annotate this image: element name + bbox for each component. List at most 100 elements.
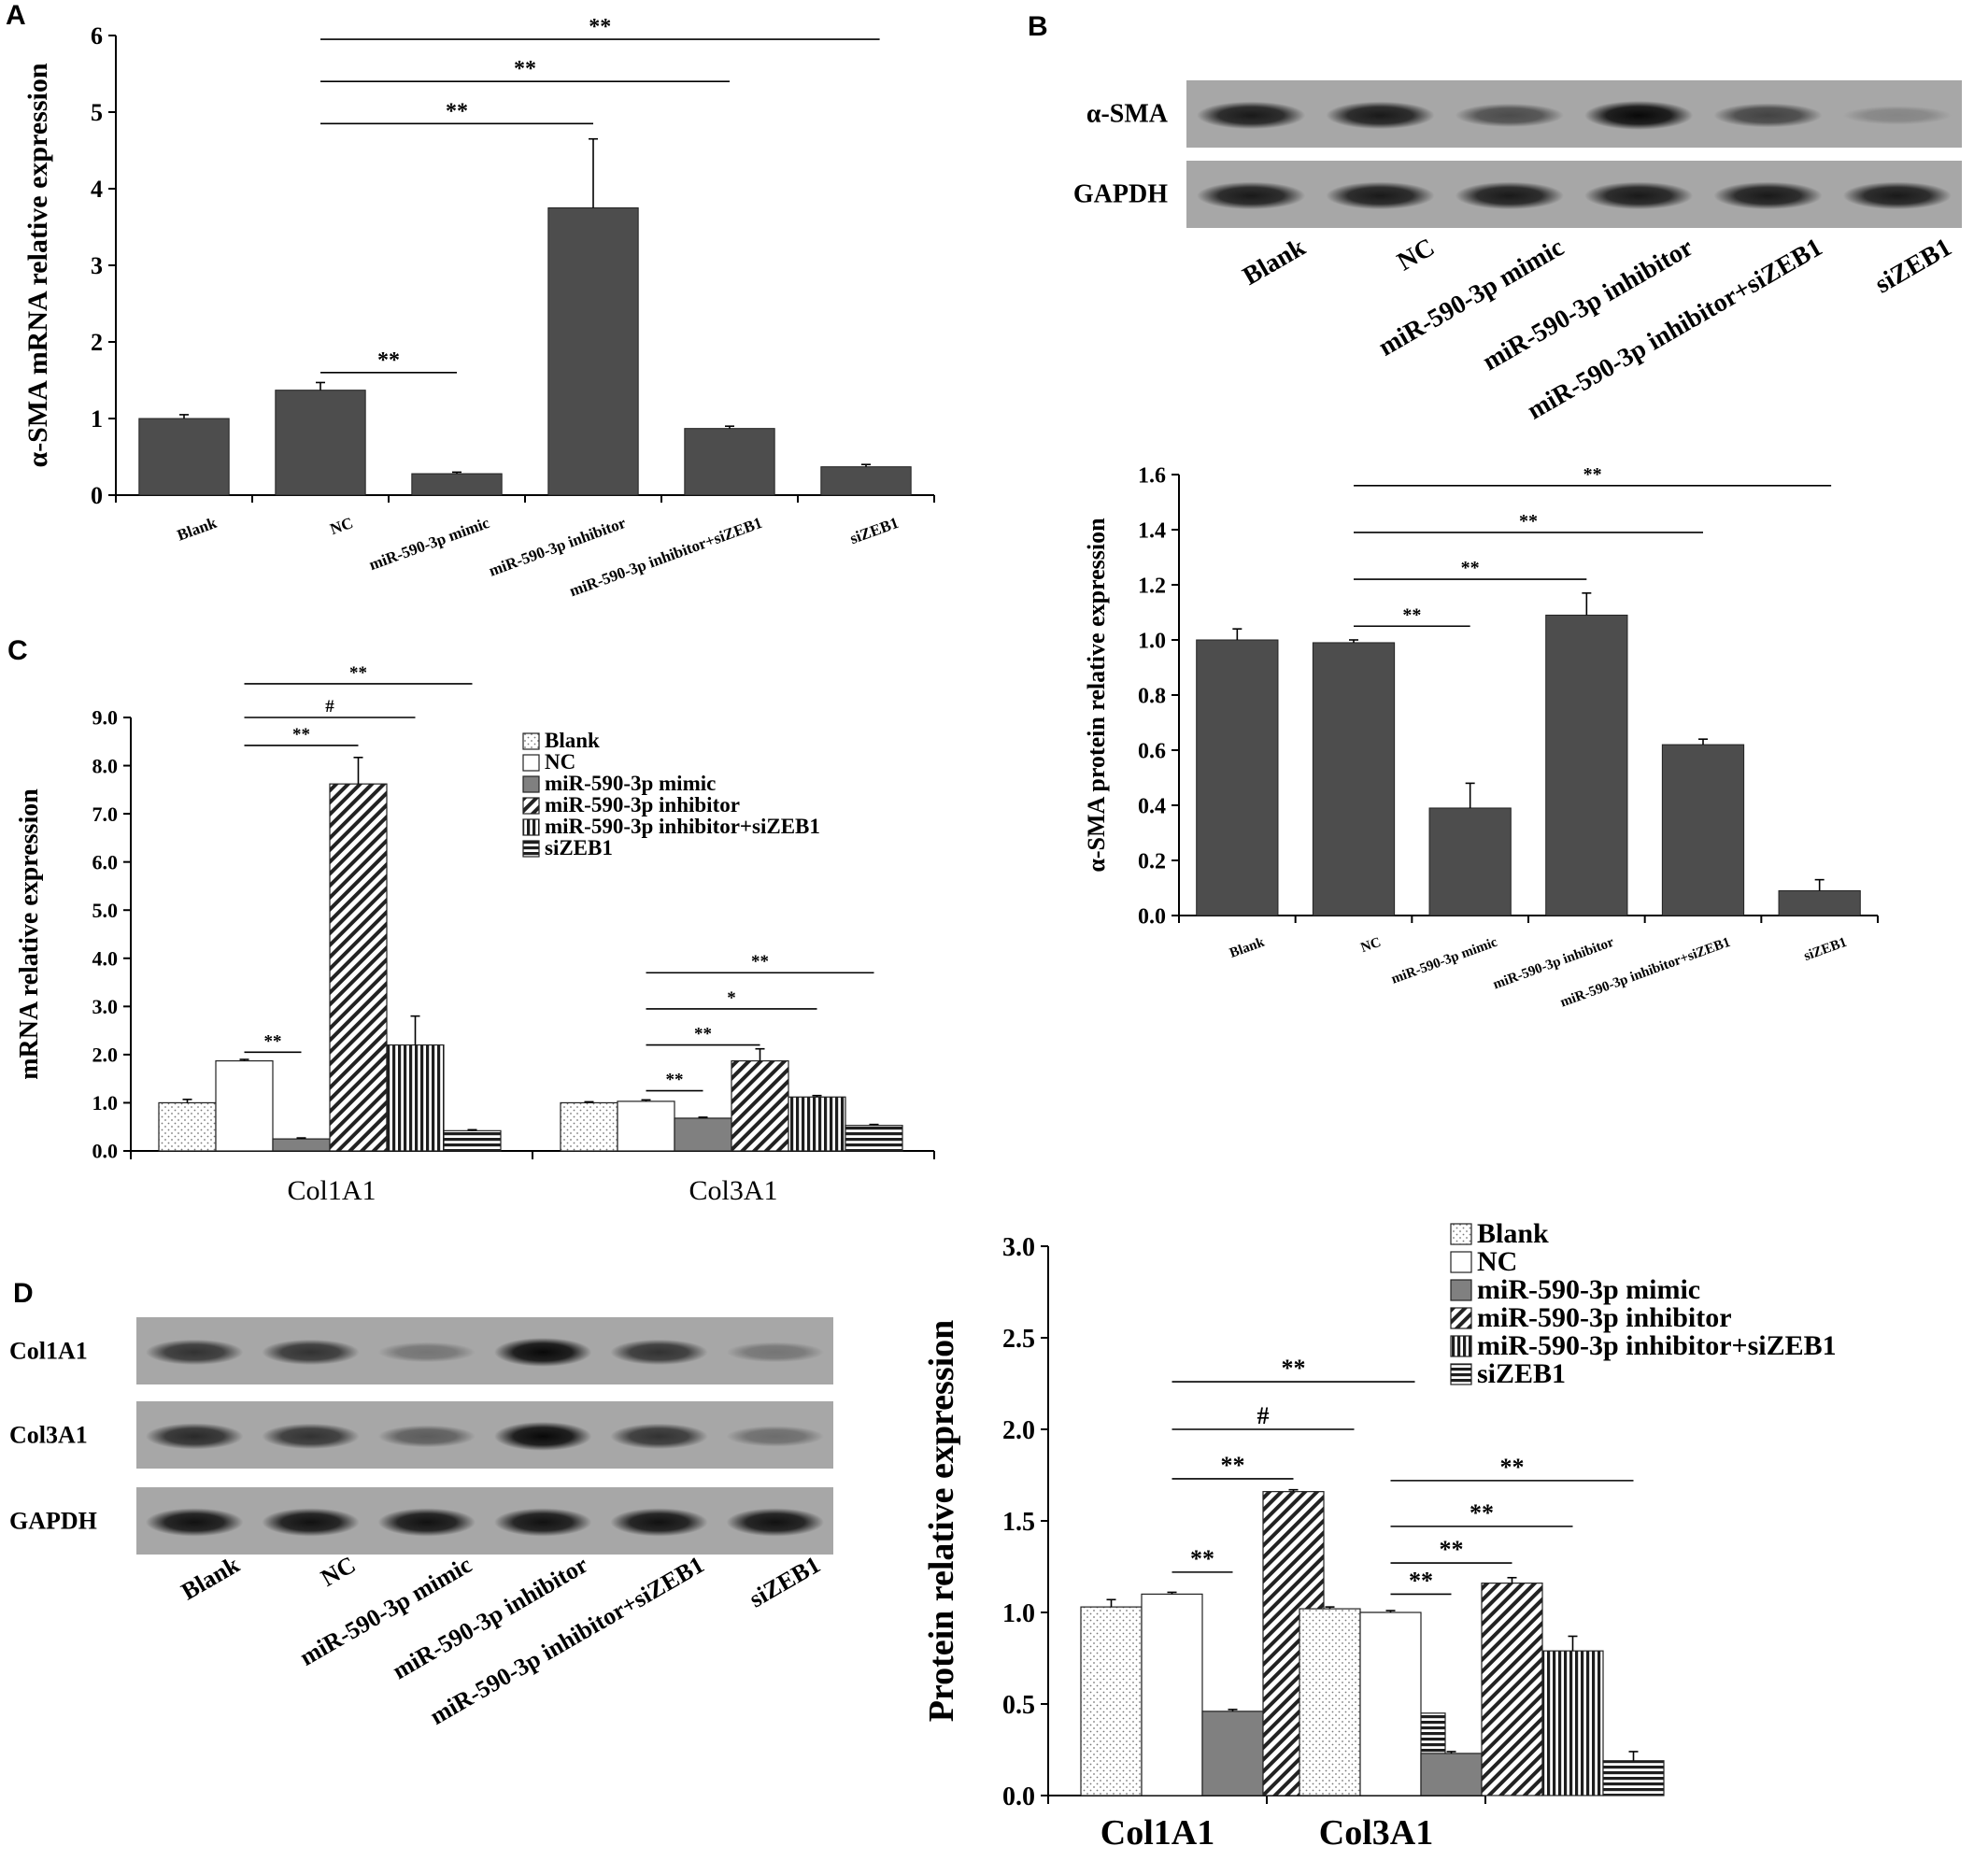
blot-row-label: GAPDH [1073,180,1168,209]
blot-lane-label: NC [1392,233,1440,277]
c-x-tick-label: Col3A1 [689,1175,777,1206]
c-legend-swatch [522,840,540,858]
c-y-tick-label: 5.0 [92,899,119,922]
c-y-tick-label: 0.0 [92,1140,119,1163]
a-sig-label: ** [514,57,536,81]
blot-band [726,1508,825,1537]
c-y-tick-label: 9.0 [92,706,119,730]
c-bar [560,1101,618,1152]
a-y-tick-label: 4 [91,176,103,203]
c-sig-label: * [727,988,736,1008]
a-x-tick-label: Blank [175,514,220,545]
d-bar [1359,1612,1422,1796]
b-bar [1778,889,1861,916]
blot-row-label: Col1A1 [9,1338,88,1365]
a-y-tick-label: 3 [91,252,103,279]
blot-lane-label: siZEB1 [1870,233,1956,299]
c-bar [674,1117,732,1152]
d-sig-label: ** [1409,1567,1433,1594]
d-legend-label: Blank [1477,1218,1549,1249]
c-sig-label: ** [694,1025,712,1044]
blot-band [262,1508,360,1537]
a-y-tick-label: 0 [91,482,103,509]
blot-band [610,1339,708,1366]
d-y-tick-label: 2.5 [1002,1325,1035,1354]
b-y-label: α-SMA protein relative expression [1083,518,1110,873]
b-y-tick-label: 0.2 [1138,849,1166,873]
blot-band [377,1508,476,1537]
c-sig-label: ** [666,1071,684,1090]
c-bar [443,1129,502,1152]
b-y-tick-label: 1.4 [1138,518,1166,543]
c-y-tick-label: 7.0 [92,802,119,826]
panel-label-c: C [7,635,28,666]
b-bar [1428,807,1512,916]
blot-band [262,1423,360,1450]
blot-band [145,1339,244,1366]
d-y-label: Protein relative expression [922,1320,961,1723]
blot-strip [136,1487,833,1555]
c-y-tick-label: 6.0 [92,850,119,873]
b-x-tick-label: Blank [1228,934,1267,960]
d-bar [1602,1760,1665,1796]
d-x-tick-label: Col1A1 [1100,1813,1214,1853]
b-sig-label: ** [1519,511,1538,532]
blot-row-label: GAPDH [9,1508,97,1535]
a-y-tick-label: 2 [91,329,103,356]
d-sig-label: ** [1221,1452,1245,1479]
d-legend-label: miR-590-3p inhibitor+siZEB1 [1477,1330,1837,1361]
b-y-tick-label: 1.6 [1138,463,1166,488]
blot-band [726,1342,825,1363]
d-legend-swatch [1450,1251,1472,1273]
d-legend-label: miR-590-3p inhibitor [1477,1302,1732,1333]
blot-band [1842,106,1952,125]
c-y-label: mRNA relative expression [15,788,44,1080]
c-legend-label: Blank [545,729,600,752]
c-sig-label: ** [349,663,367,683]
a-y-tick-label: 5 [91,99,103,126]
blot-lane-label: NC [316,1551,360,1592]
a-bar [820,466,912,496]
c-y-tick-label: 2.0 [92,1044,119,1067]
d-bar [1201,1711,1264,1796]
c-legend-label: miR-590-3p inhibitor+siZEB1 [545,815,820,838]
blot-band [1197,101,1306,130]
b-bar [1312,642,1396,916]
b-sig-label: ** [1402,604,1421,625]
c-bar [386,1044,445,1152]
a-sig-label: ** [589,15,611,39]
c-legend-swatch [522,775,540,793]
d-bar [1541,1650,1604,1796]
a-x-tick-label: miR-590-3p mimic [367,514,492,574]
b-bar [1545,614,1628,916]
chart-b-protein: 0.0 0.2 0.4 0.6 0.8 1.0 1.2 1.4 1.6 Blank NC miR-59… [1083,463,1879,1011]
c-bar [845,1125,903,1152]
blot-band [493,1508,592,1537]
blot-band [1455,181,1564,210]
a-bar [684,428,775,496]
panel-label-d: D [13,1278,34,1309]
d-y-tick-label: 0.5 [1002,1691,1035,1720]
blot-band [262,1339,360,1366]
c-bar [329,783,388,1152]
blot-band [1713,103,1823,128]
b-sig-label: ** [1461,558,1480,578]
blot-row-label: α-SMA [1086,100,1169,129]
b-sig-label: ** [1583,464,1602,485]
a-bar [138,418,230,496]
b-x-tick-label: siZEB1 [1802,935,1849,964]
d-legend-swatch [1450,1335,1472,1357]
blot-lane-label: Blank [177,1551,245,1606]
a-sig-label: ** [377,348,400,373]
c-y-tick-label: 8.0 [92,754,119,777]
blot-band [1455,103,1564,128]
c-bar [617,1100,675,1152]
a-y-tick-label: 6 [91,22,103,50]
c-legend-label: miR-590-3p inhibitor [545,793,740,816]
panel-label-b: B [1028,11,1048,42]
c-legend-label: siZEB1 [545,836,613,859]
c-sig-label: ** [751,952,769,972]
blot-band [1326,101,1435,130]
